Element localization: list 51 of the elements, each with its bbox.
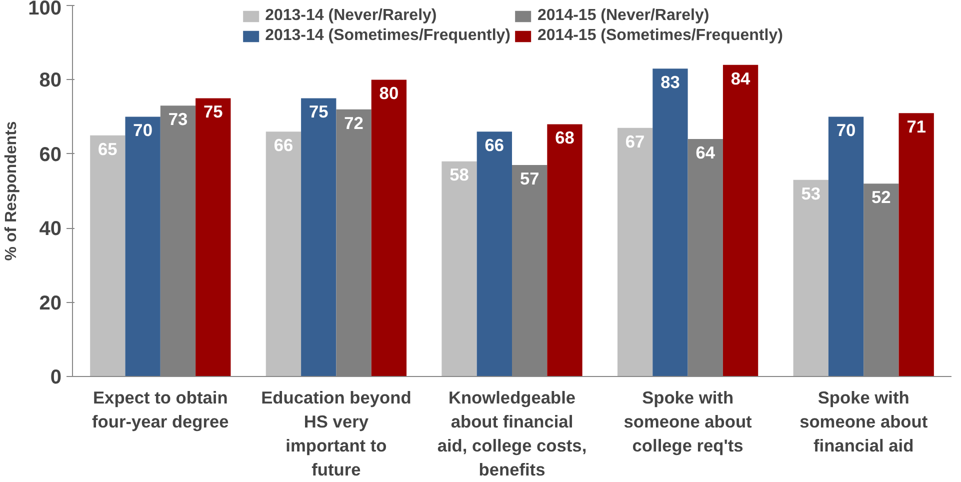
y-tick-label: 80 bbox=[39, 70, 62, 92]
data-label: 75 bbox=[204, 102, 224, 122]
bar bbox=[722, 64, 758, 376]
data-label: 58 bbox=[450, 164, 470, 185]
bar bbox=[547, 124, 582, 376]
x-tick-label: Knowledgeable about financial aid, college costs, benefits bbox=[437, 388, 587, 480]
data-label: 65 bbox=[98, 138, 118, 159]
x-tick-label: Spoke with someone about college req'ts bbox=[624, 388, 752, 456]
bar bbox=[301, 98, 336, 376]
legend-label: 2014-15 (Sometimes/Frequently) bbox=[538, 27, 783, 45]
data-label: 66 bbox=[484, 135, 504, 156]
data-label: 53 bbox=[801, 183, 821, 204]
data-label: 84 bbox=[730, 68, 751, 88]
data-label: 68 bbox=[555, 128, 575, 148]
data-label: 72 bbox=[344, 112, 364, 133]
legend-label: 2014-15 (Never/Rarely) bbox=[538, 7, 710, 25]
data-label: 73 bbox=[168, 109, 188, 130]
y-axis-title: % of Respondents bbox=[3, 121, 20, 261]
data-label: 66 bbox=[274, 135, 294, 156]
bar bbox=[793, 180, 828, 376]
data-label: 57 bbox=[520, 168, 540, 188]
bar bbox=[125, 116, 160, 376]
bar bbox=[828, 116, 864, 376]
data-label: 80 bbox=[379, 83, 399, 104]
x-tick-label: Education beyond HS very important to future bbox=[261, 388, 412, 480]
data-label: 70 bbox=[836, 120, 856, 140]
data-label: 71 bbox=[906, 116, 926, 137]
legend-label: 2013-14 (Sometimes/Frequently) bbox=[265, 27, 510, 45]
y-tick-label: 0 bbox=[50, 366, 62, 388]
y-tick-label: 40 bbox=[39, 218, 62, 240]
data-label: 52 bbox=[872, 187, 891, 207]
y-tick-label: 60 bbox=[39, 144, 62, 166]
data-label: 64 bbox=[696, 142, 716, 162]
data-label: 67 bbox=[625, 131, 645, 152]
data-label: 83 bbox=[660, 72, 680, 92]
bar bbox=[442, 161, 477, 376]
bar bbox=[617, 128, 653, 376]
x-tick-label: Expect to obtain four-year degree bbox=[92, 388, 230, 432]
bar bbox=[266, 132, 302, 376]
bar bbox=[90, 135, 126, 376]
y-tick-label: 100 bbox=[28, 0, 62, 20]
data-label: 75 bbox=[308, 102, 329, 122]
legend-label: 2013-14 (Never/Rarely) bbox=[265, 7, 437, 25]
bar bbox=[371, 80, 407, 376]
x-tick-label: Spoke with someone about financial aid bbox=[800, 388, 928, 456]
data-label: 70 bbox=[133, 120, 152, 140]
bar bbox=[652, 68, 688, 376]
bar bbox=[196, 98, 231, 376]
bar bbox=[898, 113, 934, 376]
y-tick-label: 20 bbox=[39, 292, 62, 314]
bar bbox=[476, 132, 512, 376]
